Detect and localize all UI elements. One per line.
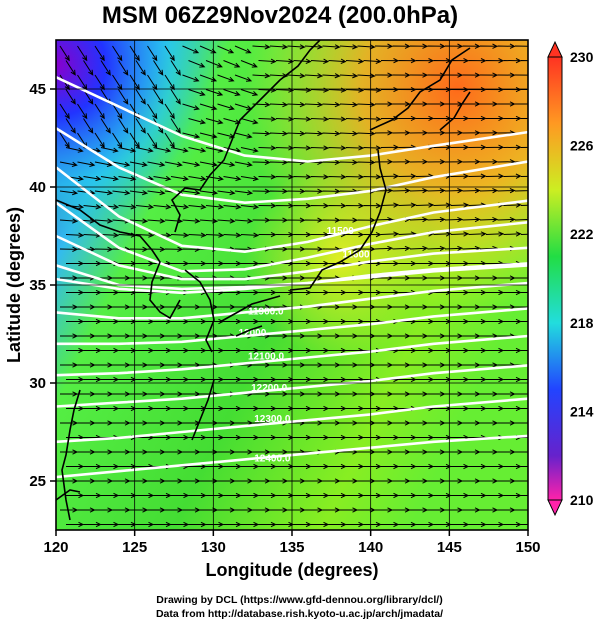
contour-line: [56, 281, 528, 320]
y-tick-label: 40: [29, 179, 46, 196]
y-tick-label: 35: [29, 277, 46, 294]
contour-label: 12100.0: [248, 351, 285, 362]
contour-line: [56, 76, 528, 163]
colorbar-label: 218: [570, 315, 594, 331]
y-tick-label: 45: [29, 81, 46, 98]
contour-line: [56, 307, 528, 346]
colorbar: 230 226 222 218 214 210: [547, 40, 594, 517]
y-axis-title: Latitude (degrees): [4, 207, 24, 363]
contour-label: 11600: [342, 250, 370, 261]
colorbar-label: 226: [570, 138, 594, 154]
contour-line: [56, 201, 528, 273]
colorbar-label: 222: [570, 226, 594, 242]
x-axis-title: Longitude (degrees): [205, 560, 378, 580]
colorbar-top-arrow: [547, 40, 563, 58]
contour-line: [56, 434, 528, 479]
credit-drawing: Drawing by DCL (https://www.gfd-dennou.o…: [156, 594, 443, 606]
contour-line: [56, 234, 528, 281]
x-tick-label: 140: [358, 539, 383, 556]
contour-line: [56, 364, 528, 408]
contour-label: 11900.0: [248, 306, 284, 317]
x-axis: 120 125 130 135 140 145 150: [43, 530, 541, 556]
x-tick-label: 125: [122, 539, 147, 556]
colorbar-label: 210: [570, 492, 594, 508]
x-tick-label: 145: [437, 539, 462, 556]
contour-label: 12400.0: [254, 453, 291, 464]
contour-line: [56, 127, 528, 204]
x-tick-label: 130: [201, 539, 226, 556]
contour-label: 12200.0: [251, 383, 288, 394]
contour-line: [56, 166, 528, 253]
contour-label: 12000: [239, 328, 267, 339]
y-tick-label: 25: [29, 473, 46, 490]
page-title: MSM 06Z29Nov2024 (200.0hPa): [101, 2, 459, 29]
contour-label: 11500: [327, 226, 355, 237]
credit-data: Data from http://database.rish.kyoto-u.a…: [155, 608, 444, 620]
coastlines: [56, 40, 471, 521]
x-tick-label: 150: [515, 539, 540, 556]
contour-line: [56, 397, 528, 444]
y-tick-label: 30: [29, 375, 46, 392]
x-tick-label: 135: [279, 539, 304, 556]
contour-line: [56, 262, 528, 295]
height-contours: 11500 11600 11900.0 12000 12100.0 12200.0 1230…: [56, 76, 528, 479]
graticule: [56, 40, 528, 530]
colorbar-bottom-arrow: [547, 499, 563, 517]
colorbar-label: 230: [570, 49, 594, 65]
colorbar-label: 214: [570, 403, 594, 419]
contour-label: 12300.0: [254, 414, 291, 425]
x-tick-label: 120: [43, 539, 68, 556]
y-axis: 25 30 35 40 45: [29, 81, 56, 490]
contour-line: [56, 334, 528, 377]
